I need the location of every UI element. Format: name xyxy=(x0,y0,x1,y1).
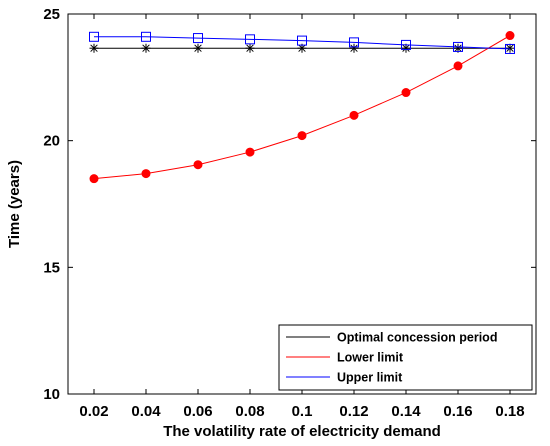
x-tick-label: 0.16 xyxy=(443,403,472,420)
data-point-circle xyxy=(141,169,151,179)
x-tick-label: 0.08 xyxy=(235,403,264,420)
x-tick-label: 0.02 xyxy=(79,403,108,420)
data-point-square xyxy=(141,31,151,42)
data-point-asterisk xyxy=(245,43,255,53)
asterisk-stroke xyxy=(194,44,202,52)
data-point-asterisk xyxy=(401,43,411,53)
data-point-circle xyxy=(505,31,515,41)
axis-ticks: 0.02 0.04 0.06 0.08 0.1 0.12 0.14 0.16 0.18 10 15 2… xyxy=(43,6,536,420)
data-point-square xyxy=(89,31,99,42)
series-layer xyxy=(89,31,515,184)
data-point-square xyxy=(401,39,411,50)
legend-label: Optimal concession period xyxy=(337,331,497,345)
data-point-asterisk xyxy=(505,43,515,53)
data-point-circle xyxy=(453,61,463,71)
y-tick-label: 25 xyxy=(43,6,60,23)
y-axis-label: Time (years) xyxy=(6,160,23,248)
series-optimal-concession-period xyxy=(89,43,515,53)
x-axis-label: The volatility rate of electricity deman… xyxy=(163,423,441,440)
data-point-square xyxy=(505,43,515,54)
legend-label: Upper limit xyxy=(337,371,403,385)
x-tick-label: 0.04 xyxy=(131,403,161,420)
series-lower-limit xyxy=(89,31,515,184)
legend: Optimal concession period Lower limit Uppe… xyxy=(278,324,533,391)
asterisk-stroke xyxy=(246,44,254,52)
asterisk-stroke xyxy=(90,44,98,52)
x-tick-label: 0.12 xyxy=(339,403,368,420)
asterisk-stroke xyxy=(298,44,306,52)
y-tick-label: 10 xyxy=(43,386,60,403)
x-tick-label: 0.1 xyxy=(292,403,313,420)
x-tick-label: 0.18 xyxy=(495,403,524,420)
data-point-asterisk xyxy=(349,43,359,53)
asterisk-stroke xyxy=(506,44,514,52)
x-tick-label: 0.14 xyxy=(391,403,421,420)
data-point-circle xyxy=(349,110,359,120)
data-point-asterisk xyxy=(89,43,99,53)
data-point-circle xyxy=(297,131,307,141)
legend-label: Lower limit xyxy=(337,351,404,365)
x-tick-label: 0.06 xyxy=(183,403,212,420)
data-point-asterisk xyxy=(141,43,151,53)
data-point-square xyxy=(453,41,463,52)
asterisk-stroke xyxy=(350,44,358,52)
series-upper-limit xyxy=(89,31,515,54)
data-point-asterisk xyxy=(193,43,203,53)
data-point-circle xyxy=(245,147,255,157)
data-point-square xyxy=(297,35,307,46)
data-point-circle xyxy=(401,88,411,98)
asterisk-stroke xyxy=(142,44,150,52)
asterisk-stroke xyxy=(402,44,410,52)
data-point-square xyxy=(349,37,359,48)
data-point-circle xyxy=(193,160,203,170)
series-line xyxy=(94,36,511,50)
y-tick-label: 15 xyxy=(43,259,60,276)
data-point-square xyxy=(193,33,203,44)
data-point-circle xyxy=(89,174,99,184)
data-point-square xyxy=(245,34,255,45)
y-tick-label: 20 xyxy=(43,133,60,150)
asterisk-stroke xyxy=(454,44,462,52)
data-point-asterisk xyxy=(453,43,463,53)
